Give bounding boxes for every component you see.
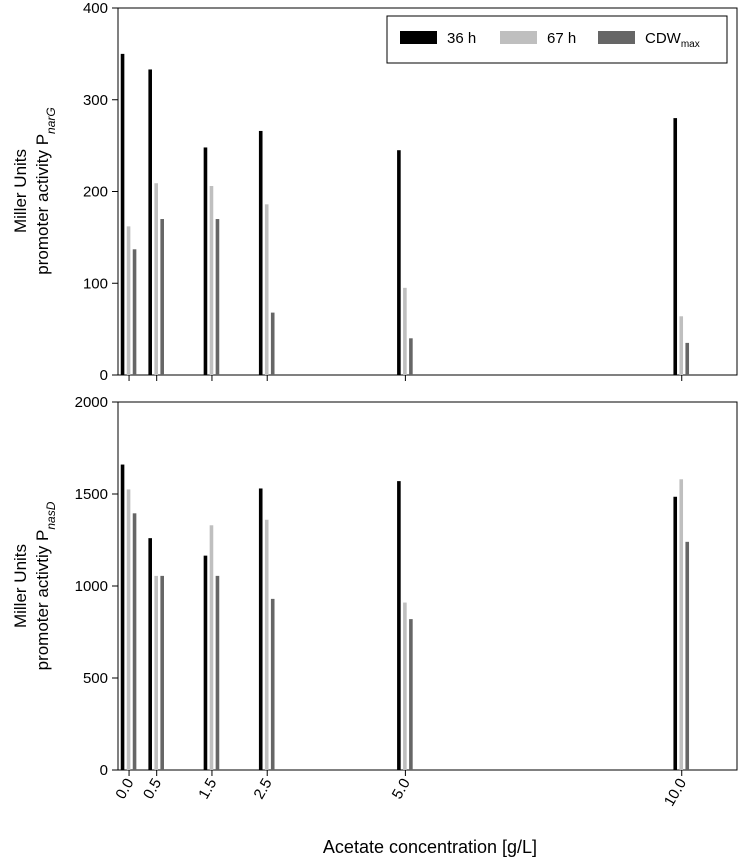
y-axis-title-top-line2: promoter activity PnarG <box>33 107 58 274</box>
bars-bottom <box>120 464 690 770</box>
y-axis-title-bottom-line2: promoter activtiy PnasD <box>33 501 58 670</box>
bar-bottom-s2-x5 <box>685 541 690 770</box>
bar-top-s2-x4 <box>409 338 413 375</box>
bar-top-s0-x5 <box>673 118 678 375</box>
bar-bottom-s1-x4 <box>403 602 407 770</box>
xtick-label-4: 5.0 <box>389 776 414 803</box>
legend-swatch-cdw <box>598 31 635 44</box>
bar-top-s2-x5 <box>685 342 690 375</box>
legend: 36 h 67 h CDWmax <box>386 15 728 64</box>
ytick-label-bottom-0: 0 <box>100 762 108 779</box>
bar-top-s1-x4 <box>403 287 407 375</box>
bar-top-s2-x3 <box>270 312 275 375</box>
ytick-label-top-2: 200 <box>83 184 108 201</box>
bar-top-s0-x2 <box>203 147 208 375</box>
legend-label-36h: 36 h <box>447 30 476 47</box>
legend-label-cdw: CDWmax <box>645 30 700 50</box>
bar-bottom-s2-x1 <box>160 575 164 770</box>
bar-bottom-s1-x0 <box>126 489 131 770</box>
ytick-label-bottom-2: 1000 <box>75 578 108 595</box>
bar-bottom-s1-x2 <box>209 525 214 770</box>
bar-top-s1-x1 <box>154 183 158 375</box>
ytick-label-bottom-1: 500 <box>83 670 108 687</box>
bar-bottom-s0-x0 <box>120 464 125 770</box>
legend-label-cdw-main: CDW <box>645 30 682 47</box>
bars-top <box>120 53 690 376</box>
bar-top-s1-x2 <box>209 186 214 375</box>
bar-bottom-s2-x2 <box>215 575 220 770</box>
bar-bottom-s2-x0 <box>132 513 137 770</box>
xtick-label-0: 0.0 <box>112 776 137 803</box>
x-axis-title: Acetate concentration [g/L] <box>323 837 537 857</box>
ytick-label-bottom-3: 1500 <box>75 486 108 503</box>
legend-swatch-67h <box>500 31 537 44</box>
bar-top-s0-x0 <box>120 53 125 376</box>
y-axis-title-bottom-main: promoter activtiy P <box>33 530 52 671</box>
y-axis-title-top-main: promoter activity P <box>33 134 52 275</box>
bar-top-s2-x1 <box>160 219 164 375</box>
legend-label-cdw-sub: max <box>681 39 700 50</box>
y-axis-bottom: 0 500 1000 1500 2000 <box>75 394 118 779</box>
xtick-label-3: 2.5 <box>251 776 276 803</box>
bar-bottom-s1-x5 <box>679 479 684 770</box>
bar-top-s0-x1 <box>148 69 152 375</box>
bar-bottom-s1-x3 <box>264 519 269 770</box>
bar-bottom-s0-x3 <box>258 488 263 770</box>
xtick-label-5: 10.0 <box>661 776 690 810</box>
ytick-label-top-0: 0 <box>100 367 108 384</box>
bar-bottom-s2-x4 <box>409 619 413 770</box>
ytick-label-top-4: 400 <box>83 0 108 17</box>
bar-top-s1-x5 <box>679 316 684 375</box>
bar-bottom-s0-x5 <box>673 496 678 770</box>
xtick-label-2: 1.5 <box>195 776 220 803</box>
bar-bottom-s0-x2 <box>203 555 208 770</box>
y-axis-title-bottom-sub: nasD <box>44 501 58 529</box>
bar-bottom-s0-x4 <box>397 481 401 770</box>
bar-top-s1-x3 <box>264 204 269 375</box>
panel-top: 0 100 200 300 400 Miller Units promoter acti… <box>11 0 738 384</box>
panel-bottom: 0 500 1000 1500 2000 0.0 0.5 1.5 2.5 5.0 10.0 Mil… <box>11 394 738 857</box>
bar-top-s0-x3 <box>258 130 263 375</box>
ytick-label-top-3: 300 <box>83 92 108 109</box>
ytick-label-top-1: 100 <box>83 275 108 292</box>
bar-top-s2-x2 <box>215 219 220 375</box>
bar-top-s2-x0 <box>132 249 137 375</box>
y-axis-title-top-line1: Miller Units <box>11 149 30 233</box>
bar-bottom-s1-x1 <box>154 575 158 770</box>
y-axis-title-top-sub: narG <box>44 107 58 134</box>
bar-top-s1-x0 <box>126 226 131 375</box>
legend-box <box>386 15 728 64</box>
bar-bottom-s0-x1 <box>148 538 152 770</box>
y-axis-top: 0 100 200 300 400 <box>83 0 118 384</box>
x-ticks-bottom: 0.0 0.5 1.5 2.5 5.0 10.0 <box>112 770 690 809</box>
xtick-label-1: 0.5 <box>140 776 165 803</box>
ytick-label-bottom-4: 2000 <box>75 394 108 411</box>
bar-top-s0-x4 <box>397 150 401 375</box>
bar-bottom-s2-x3 <box>270 598 275 770</box>
legend-label-67h: 67 h <box>547 30 576 47</box>
y-axis-title-bottom-line1: Miller Units <box>11 544 30 628</box>
x-ticks-top <box>128 375 683 381</box>
legend-swatch-36h <box>400 31 437 44</box>
